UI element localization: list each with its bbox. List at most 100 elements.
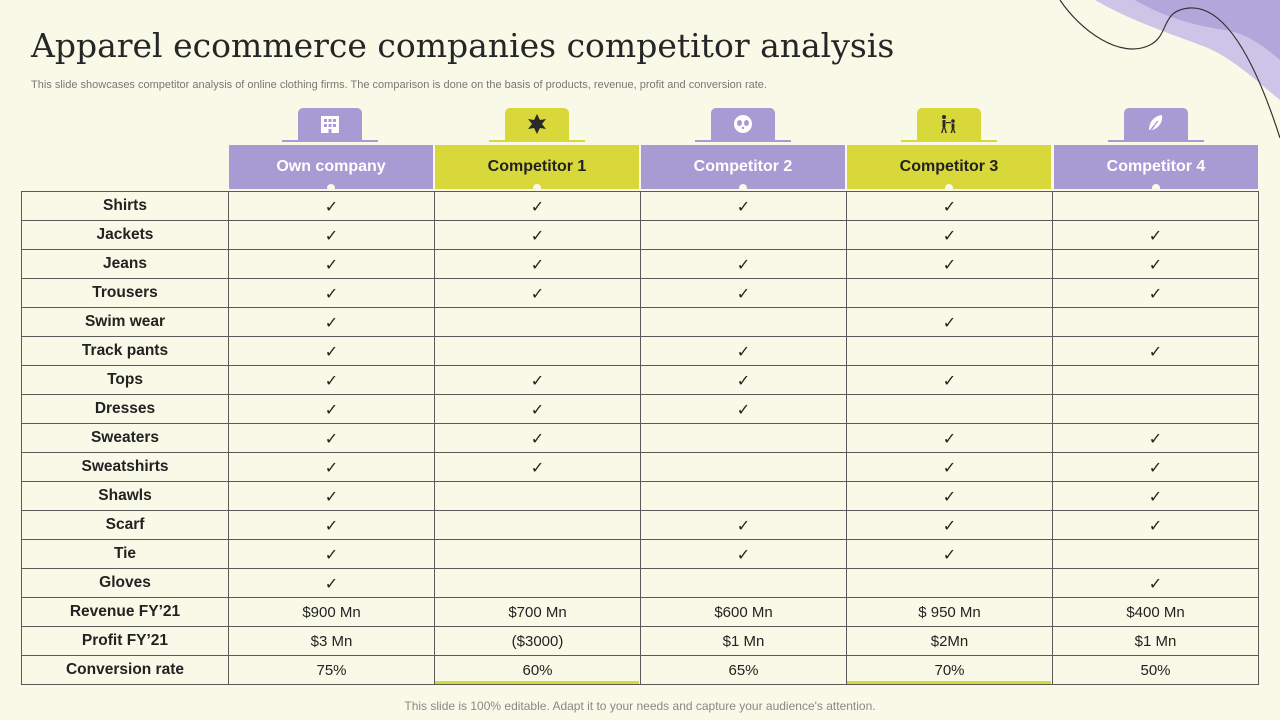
column-header-competitor-2: Competitor 2 — [641, 145, 845, 189]
table-cell — [846, 278, 1053, 308]
check-icon: ✓ — [324, 225, 339, 245]
metric-value: 70% — [846, 655, 1053, 685]
table-row: Conversion rate 75% 60% 65% 70% 50% — [21, 655, 1259, 685]
check-icon: ✓ — [1148, 254, 1163, 274]
row-label: Jackets — [21, 220, 229, 250]
table-cell — [640, 452, 847, 482]
table-cell — [846, 394, 1053, 424]
check-icon: ✓ — [324, 370, 339, 390]
row-label: Swim wear — [21, 307, 229, 337]
column-header-competitor-1: Competitor 1 — [435, 145, 639, 189]
feather-icon — [1147, 115, 1163, 134]
table-cell: ✓ — [228, 423, 435, 453]
tab-underline — [489, 140, 585, 142]
table-row: Jackets ✓ ✓ ✓ ✓ — [21, 220, 1259, 250]
metric-value: 65% — [640, 655, 847, 685]
table-cell: ✓ — [434, 220, 641, 250]
table-cell: ✓ — [434, 249, 641, 279]
table-cell — [1052, 191, 1259, 221]
row-label: Dresses — [21, 394, 229, 424]
page-subtitle: This slide showcases competitor analysis… — [31, 79, 767, 91]
table-cell: ✓ — [228, 336, 435, 366]
row-label: Tops — [21, 365, 229, 395]
table-cell: ✓ — [640, 191, 847, 221]
table-cell — [1052, 394, 1259, 424]
table-cell: ✓ — [1052, 278, 1259, 308]
table-cell: ✓ — [846, 249, 1053, 279]
check-icon: ✓ — [530, 399, 545, 419]
table-row: Sweatshirts ✓ ✓ ✓ ✓ — [21, 452, 1259, 482]
table-row: Track pants ✓ ✓ ✓ — [21, 336, 1259, 366]
table-cell — [434, 510, 641, 540]
check-icon: ✓ — [324, 486, 339, 506]
table-row: Revenue FY’21 $900 Mn $700 Mn $600 Mn $ 950 … — [21, 597, 1259, 627]
table-cell — [640, 481, 847, 511]
row-label: Profit FY’21 — [21, 626, 229, 656]
metric-value: $1 Mn — [1052, 626, 1259, 656]
table-cell: ✓ — [434, 452, 641, 482]
table-cell — [846, 568, 1053, 598]
table-row: Tops ✓ ✓ ✓ ✓ — [21, 365, 1259, 395]
table-cell: ✓ — [228, 510, 435, 540]
column-header-own-company: Own company — [229, 145, 433, 189]
metric-value: $3 Mn — [228, 626, 435, 656]
metric-value: $700 Mn — [434, 597, 641, 627]
table-cell: ✓ — [1052, 249, 1259, 279]
table-cell: ✓ — [846, 365, 1053, 395]
check-icon: ✓ — [942, 544, 957, 564]
check-icon: ✓ — [736, 399, 751, 419]
check-icon: ✓ — [942, 515, 957, 535]
table-row: Trousers ✓ ✓ ✓ ✓ — [21, 278, 1259, 308]
table-cell: ✓ — [1052, 423, 1259, 453]
check-icon: ✓ — [942, 225, 957, 245]
column-accent-bar — [435, 681, 639, 684]
page-title: Apparel ecommerce companies competitor a… — [31, 26, 895, 65]
header-dot — [739, 184, 747, 192]
check-icon: ✓ — [942, 486, 957, 506]
header-dot — [533, 184, 541, 192]
table-row: Shawls ✓ ✓ ✓ — [21, 481, 1259, 511]
check-icon: ✓ — [942, 370, 957, 390]
check-icon: ✓ — [942, 196, 957, 216]
panda-icon — [734, 115, 752, 133]
row-label: Revenue FY’21 — [21, 597, 229, 627]
table-cell: ✓ — [228, 394, 435, 424]
table-cell: ✓ — [640, 539, 847, 569]
table-cell: ✓ — [228, 278, 435, 308]
table-cell: ✓ — [228, 481, 435, 511]
table-cell: ✓ — [640, 365, 847, 395]
table-cell — [1052, 365, 1259, 395]
check-icon: ✓ — [324, 428, 339, 448]
row-label: Gloves — [21, 568, 229, 598]
table-cell: ✓ — [228, 191, 435, 221]
table-cell: ✓ — [434, 423, 641, 453]
column-icon-tab-competitor-3 — [917, 108, 981, 140]
metric-value: $ 950 Mn — [846, 597, 1053, 627]
check-icon: ✓ — [324, 544, 339, 564]
column-icon-tab-competitor-1 — [505, 108, 569, 140]
table-cell: ✓ — [228, 249, 435, 279]
tab-underline — [901, 140, 997, 142]
row-label: Scarf — [21, 510, 229, 540]
check-icon: ✓ — [324, 254, 339, 274]
table-cell: ✓ — [228, 365, 435, 395]
check-icon: ✓ — [530, 370, 545, 390]
check-icon: ✓ — [942, 457, 957, 477]
table-cell: ✓ — [1052, 220, 1259, 250]
row-label: Trousers — [21, 278, 229, 308]
metric-value: $2Mn — [846, 626, 1053, 656]
check-icon: ✓ — [942, 254, 957, 274]
column-icon-tab-competitor-4 — [1124, 108, 1188, 140]
tab-underline — [695, 140, 791, 142]
table-cell: ✓ — [846, 423, 1053, 453]
check-icon: ✓ — [942, 312, 957, 332]
row-label: Sweatshirts — [21, 452, 229, 482]
table-cell: ✓ — [846, 539, 1053, 569]
check-icon: ✓ — [324, 515, 339, 535]
column-accent-bar — [847, 681, 1051, 684]
table-cell — [640, 220, 847, 250]
table-cell: ✓ — [1052, 481, 1259, 511]
row-label: Tie — [21, 539, 229, 569]
row-label: Track pants — [21, 336, 229, 366]
table-cell: ✓ — [640, 249, 847, 279]
